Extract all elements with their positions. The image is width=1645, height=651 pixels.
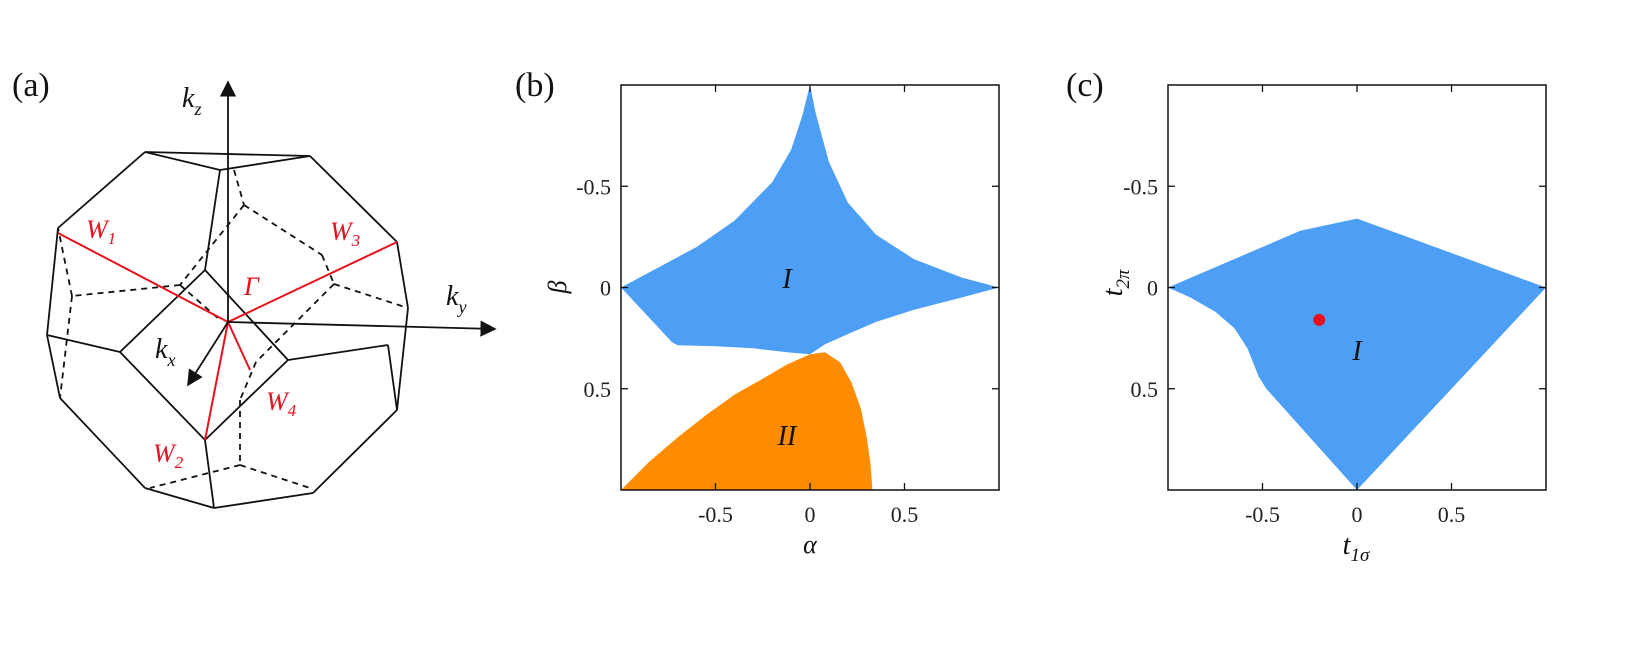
w2-label: W2 xyxy=(153,439,184,472)
chart-c-xlabel: t1σ xyxy=(1343,530,1370,566)
region-I-label-c: I xyxy=(1351,336,1363,367)
kx-label: kx xyxy=(155,334,175,370)
region-I-area xyxy=(621,85,999,355)
ky-axis-arrow xyxy=(227,320,497,337)
panel-label-b: (b) xyxy=(515,67,555,104)
highlight-point xyxy=(1313,313,1326,326)
w1-label: W1 xyxy=(86,215,116,248)
bz-axes xyxy=(187,80,497,387)
chart-c-regions xyxy=(1168,218,1546,490)
x-tick-label: -0.5 xyxy=(698,502,733,527)
bz-hidden-edges xyxy=(57,169,409,489)
y-tick-label: 0 xyxy=(1147,276,1158,301)
x-tick-label: 0 xyxy=(805,502,816,527)
panel-label-a: (a) xyxy=(12,67,50,104)
chart-b-ticks: -0.5 0 0.5 -0.5 0 0.5 xyxy=(576,85,999,527)
w3-label: W3 xyxy=(330,217,360,250)
chart-c-ylabel: t2π xyxy=(1098,269,1134,296)
x-tick-label: 0.5 xyxy=(891,502,919,527)
chart-b-ylabel: β xyxy=(543,280,572,294)
y-tick-label: -0.5 xyxy=(1123,174,1158,199)
y-tick-label: -0.5 xyxy=(576,174,611,199)
ky-label: ky xyxy=(446,281,466,317)
panel-label-c: (c) xyxy=(1066,67,1104,104)
kx-axis-arrow xyxy=(187,321,229,387)
region-I-area-c xyxy=(1168,218,1546,490)
y-tick-label: 0.5 xyxy=(584,377,612,402)
chart-b-regions xyxy=(621,85,999,490)
panel-c: (c) -0.5 0 0.5 -0.5 0 0.5 I t1σ t2π xyxy=(1066,67,1547,566)
chart-b-xlabel: α xyxy=(803,530,818,559)
w4-label: W4 xyxy=(266,387,297,420)
kz-label: kz xyxy=(182,83,201,119)
y-tick-label: 0.5 xyxy=(1131,377,1159,402)
x-tick-label: 0 xyxy=(1352,502,1363,527)
gamma-label: Γ xyxy=(243,272,260,301)
gamma-w-lines xyxy=(57,232,398,441)
x-tick-label: 0.5 xyxy=(1438,502,1466,527)
region-II-label: II xyxy=(777,421,798,452)
chart-c-ticks: -0.5 0 0.5 -0.5 0 0.5 xyxy=(1123,85,1546,527)
region-II-area xyxy=(621,352,873,490)
panel-b: (b) -0.5 0 0.5 -0.5 0 0.5 I II α β xyxy=(515,67,1000,559)
region-I-label: I xyxy=(781,264,793,295)
panel-a: (a) xyxy=(12,67,497,509)
x-tick-label: -0.5 xyxy=(1245,502,1280,527)
bz-visible-edges xyxy=(46,151,409,509)
y-tick-label: 0 xyxy=(600,276,611,301)
